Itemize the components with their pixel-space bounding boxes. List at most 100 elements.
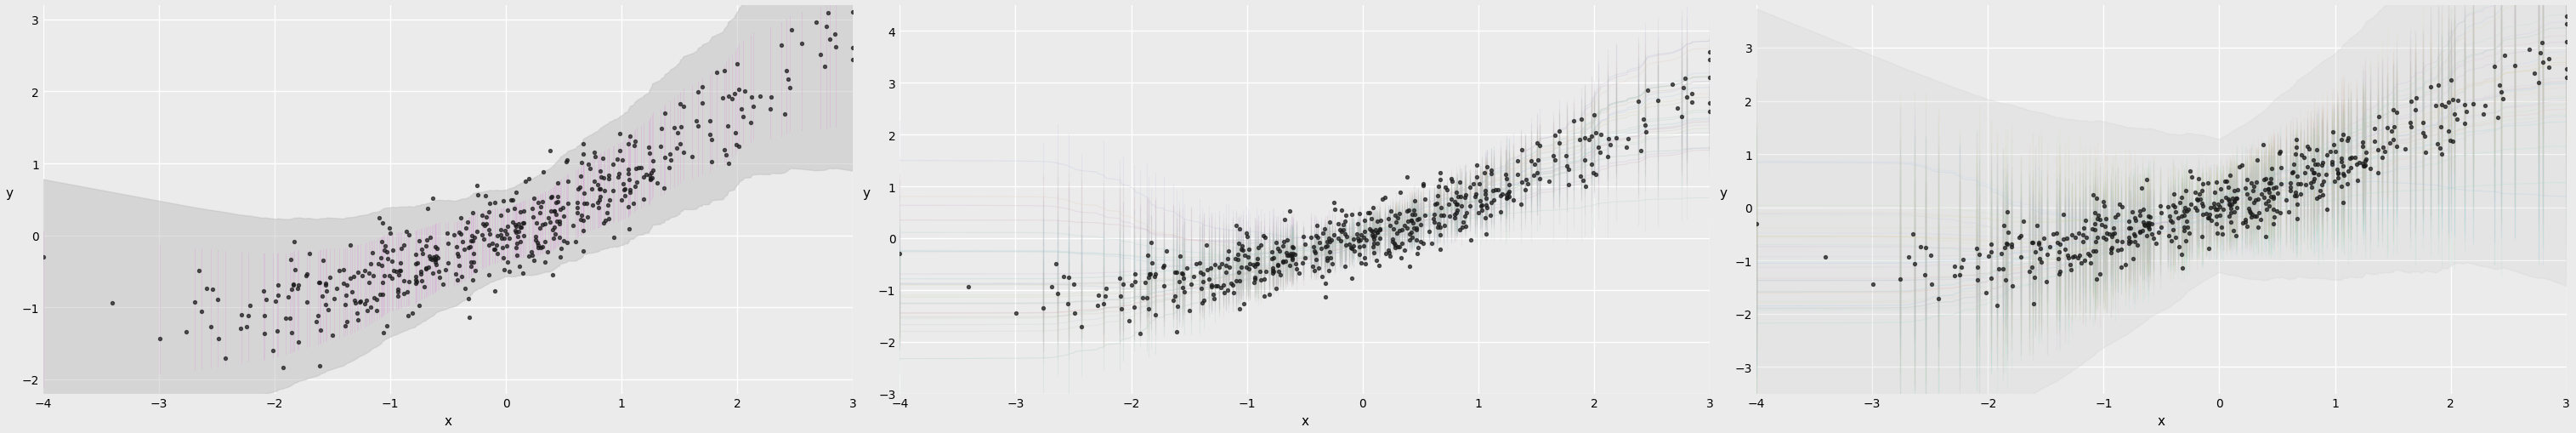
Point (1036, 261, 1077, 268)
Point (386, 228, 428, 235)
Point (502, 220, 544, 227)
Point (2429, 78, 2470, 84)
Point (832, 57, 873, 64)
Point (631, 168, 672, 174)
Point (1486, 192, 1528, 199)
Point (2074, 248, 2115, 255)
Point (2228, 195, 2269, 202)
Point (1984, 276, 2025, 283)
Point (554, 239, 595, 246)
Point (492, 197, 533, 204)
Point (2115, 233, 2156, 239)
Point (631, 176, 672, 183)
Point (1358, 240, 1399, 247)
Point (23, 254, 64, 261)
Point (361, 291, 402, 298)
Point (1368, 247, 1409, 254)
Point (2110, 237, 2151, 244)
Point (2110, 239, 2151, 246)
Point (1291, 234, 1332, 241)
Point (1224, 300, 1265, 307)
Point (2125, 222, 2166, 229)
Point (708, 123, 750, 130)
Point (708, 93, 750, 100)
Point (2226, 219, 2267, 226)
Point (1267, 252, 1309, 259)
Point (1355, 232, 1396, 239)
Point (1352, 232, 1394, 239)
Point (1672, 99, 1713, 106)
Point (2156, 214, 2197, 221)
Point (1221, 246, 1262, 253)
Point (1481, 209, 1522, 216)
Point (2434, 111, 2476, 118)
Point (1270, 252, 1311, 259)
Point (495, 227, 536, 234)
Point (714, 130, 755, 137)
Point (2076, 215, 2117, 222)
Point (2280, 152, 2321, 159)
Point (2012, 301, 2053, 307)
Point (515, 233, 556, 240)
Point (1365, 250, 1406, 257)
Point (185, 285, 227, 292)
Point (1229, 266, 1270, 273)
Point (2197, 206, 2239, 213)
Point (533, 207, 574, 214)
Point (724, 88, 765, 95)
Point (2099, 201, 2141, 208)
Point (1100, 275, 1141, 282)
Point (330, 275, 371, 282)
Point (657, 145, 698, 152)
Point (1378, 211, 1419, 218)
Point (1370, 253, 1412, 260)
Point (523, 168, 564, 175)
Point (397, 279, 438, 286)
Point (703, 68, 744, 74)
Point (1489, 194, 1530, 201)
Point (487, 243, 528, 250)
Point (2249, 176, 2290, 183)
Point (1342, 234, 1383, 241)
Point (2226, 191, 2267, 198)
Point (608, 166, 649, 173)
Point (760, 42, 801, 49)
Point (603, 187, 644, 194)
Point (1569, 137, 1610, 144)
Point (2277, 216, 2318, 223)
Point (353, 294, 394, 301)
Point (1373, 240, 1414, 247)
Point (2249, 194, 2290, 200)
Point (2298, 193, 2339, 200)
Point (1314, 232, 1355, 239)
Point (716, 61, 757, 68)
Point (605, 186, 647, 193)
Point (2372, 137, 2414, 144)
Point (2316, 166, 2357, 173)
Point (2092, 230, 2133, 237)
Point (1345, 229, 1386, 236)
Point (1352, 233, 1394, 240)
Point (1303, 230, 1345, 237)
Point (1378, 227, 1419, 234)
Point (1893, 261, 1935, 268)
Point (2076, 248, 2117, 255)
Point (1180, 260, 1221, 267)
Point (2058, 252, 2099, 259)
Point (2280, 181, 2321, 188)
Point (1690, 100, 1731, 107)
Point (2182, 187, 2223, 194)
Point (533, 271, 574, 278)
Point (180, 308, 222, 315)
Point (497, 233, 538, 240)
Point (464, 221, 505, 228)
Point (263, 365, 304, 372)
Point (1450, 236, 1492, 243)
Point (1463, 169, 1504, 176)
Point (544, 237, 585, 244)
Point (2112, 231, 2154, 238)
Point (1471, 170, 1512, 177)
Point (1435, 201, 1476, 208)
Point (1466, 230, 1507, 237)
Point (1239, 268, 1280, 275)
